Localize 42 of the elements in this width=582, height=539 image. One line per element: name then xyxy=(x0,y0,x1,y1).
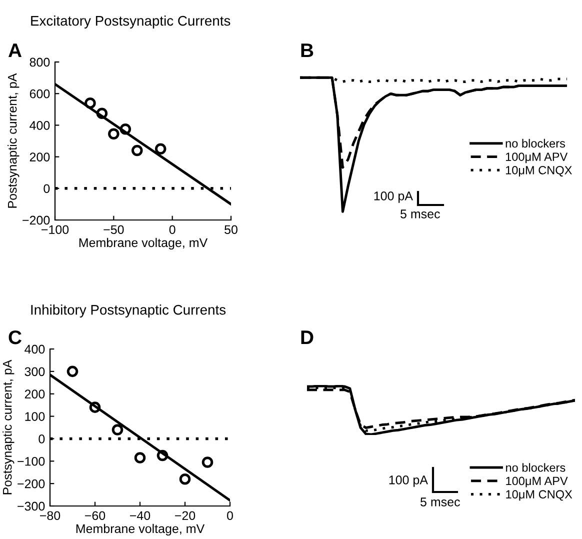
x-tick-label: −20 xyxy=(175,511,196,520)
legend-label: 100μM APV xyxy=(506,152,568,164)
y-tick-label: 600 xyxy=(30,89,50,98)
y-tick-label: 200 xyxy=(30,152,50,162)
x-tick-label: 50 xyxy=(224,225,238,234)
x-axis-title: Membrane voltage, mV xyxy=(79,238,208,250)
text: 100 pA xyxy=(389,476,428,487)
x-tick-label: 0 xyxy=(169,225,176,234)
annotation: 5 msec xyxy=(400,210,440,218)
legend-label: 10μM CNQX xyxy=(506,166,572,176)
y-tick-label: 0 xyxy=(38,434,45,444)
x-tick-label: −80 xyxy=(40,511,60,520)
y-tick-label: 200 xyxy=(24,390,45,399)
text: D xyxy=(301,330,314,344)
y-tick-label: 800 xyxy=(30,58,50,67)
legend-label: 10μM CNQX xyxy=(506,490,572,501)
y-tick-label: −200 xyxy=(22,216,50,225)
chart-title: Excitatory Postsynaptic Currents xyxy=(31,16,230,28)
legend-label: no blockers xyxy=(506,138,566,148)
y-tick-label: 400 xyxy=(24,344,45,354)
legend-label: no blockers xyxy=(506,463,566,472)
x-tick-label: −60 xyxy=(85,511,106,520)
y-tick-label: 100 xyxy=(25,412,45,421)
chart-title: Inhibitory Postsynaptic Currents xyxy=(31,304,226,318)
text: C xyxy=(8,330,22,344)
y-axis-title: Postsynaptic current, pA xyxy=(2,360,14,494)
x-axis-title: Membrane voltage, mV xyxy=(76,524,205,536)
y-axis-title: Postsynaptic current, pA xyxy=(8,73,20,208)
y-tick-label: 300 xyxy=(24,367,45,376)
text: B xyxy=(301,44,314,58)
y-tick-label: −100 xyxy=(18,456,45,466)
text: 5 msec xyxy=(420,498,460,506)
text: A xyxy=(8,44,22,58)
y-tick-label: −200 xyxy=(18,479,45,488)
annotation: 100 pA xyxy=(374,192,413,203)
x-tick-label: 0 xyxy=(227,511,233,520)
y-tick-label: 0 xyxy=(44,184,50,194)
x-tick-label: −40 xyxy=(130,511,150,520)
y-tick-label: −300 xyxy=(18,502,45,511)
legend-label: 100μM APV xyxy=(506,476,568,488)
y-tick-label: 400 xyxy=(30,121,50,130)
x-tick-label: −50 xyxy=(104,225,124,234)
